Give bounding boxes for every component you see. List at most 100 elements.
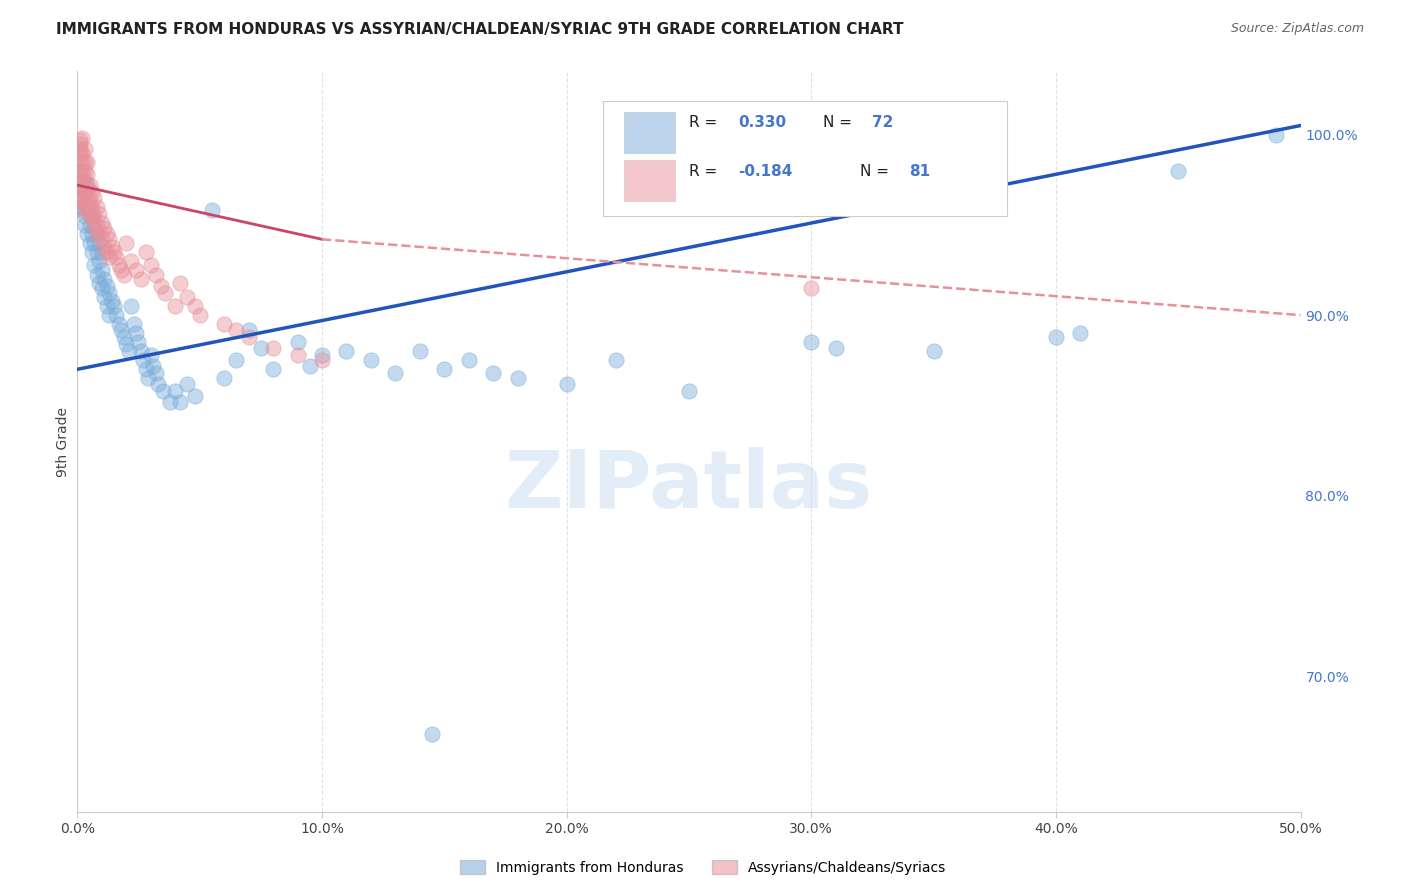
Point: [678, 384, 700, 398]
FancyBboxPatch shape: [624, 161, 675, 201]
Point: [176, 290, 198, 304]
Point: [89, 207, 111, 221]
Point: [80, 227, 103, 241]
Point: [335, 344, 357, 359]
Point: [76, 178, 98, 193]
Point: [79, 200, 101, 214]
Point: [139, 348, 162, 362]
Point: [112, 268, 135, 283]
Point: [127, 335, 149, 350]
Point: [76, 203, 98, 218]
Point: [69, 145, 91, 160]
Point: [100, 293, 122, 308]
Point: [96, 227, 118, 241]
Point: [238, 322, 260, 336]
Point: [76, 200, 98, 214]
Point: [165, 384, 187, 398]
Point: [146, 376, 169, 391]
Point: [70, 203, 93, 218]
Point: [129, 344, 152, 359]
Point: [142, 359, 165, 373]
Point: [188, 308, 211, 322]
Point: [110, 263, 132, 277]
Point: [79, 203, 101, 218]
Point: [169, 394, 191, 409]
Point: [250, 341, 273, 355]
Point: [70, 182, 93, 196]
Point: [80, 186, 103, 200]
Text: ZIPatlas: ZIPatlas: [505, 447, 873, 525]
Point: [76, 191, 98, 205]
Point: [120, 254, 142, 268]
Point: [76, 154, 98, 169]
Point: [73, 196, 96, 211]
Point: [73, 186, 96, 200]
Point: [105, 308, 128, 322]
Point: [79, 235, 101, 250]
Point: [73, 172, 96, 186]
Point: [83, 209, 105, 223]
Point: [108, 258, 131, 272]
Point: [79, 218, 101, 232]
Point: [89, 225, 111, 239]
Point: [262, 341, 284, 355]
Point: [506, 371, 529, 385]
Point: [298, 359, 321, 373]
Point: [110, 322, 132, 336]
Point: [69, 136, 91, 151]
Point: [149, 279, 172, 293]
Point: [605, 353, 627, 368]
Point: [155, 286, 177, 301]
Point: [79, 191, 101, 205]
Point: [262, 362, 284, 376]
Point: [69, 154, 91, 169]
Point: [103, 244, 125, 259]
Point: [98, 308, 121, 322]
Point: [132, 353, 155, 368]
Text: R =: R =: [689, 164, 723, 179]
Point: [139, 258, 162, 272]
Point: [93, 272, 115, 286]
Point: [69, 191, 91, 205]
Point: [98, 251, 121, 265]
Point: [360, 353, 382, 368]
Point: [212, 317, 235, 331]
Point: [800, 281, 823, 295]
Point: [98, 286, 121, 301]
Point: [93, 290, 115, 304]
Point: [76, 227, 98, 241]
Point: [287, 348, 309, 362]
Point: [135, 244, 157, 259]
Point: [409, 344, 432, 359]
Point: [70, 154, 93, 169]
Point: [311, 348, 333, 362]
Point: [184, 389, 207, 403]
Point: [86, 244, 108, 259]
Point: [129, 272, 152, 286]
Point: [83, 235, 105, 250]
Point: [76, 182, 98, 196]
Point: [93, 221, 115, 235]
Point: [70, 191, 93, 205]
FancyBboxPatch shape: [624, 112, 675, 153]
Point: [420, 727, 443, 741]
Point: [69, 182, 91, 196]
Point: [145, 268, 167, 283]
Point: [433, 362, 456, 376]
Point: [96, 244, 118, 259]
Text: R =: R =: [689, 115, 723, 130]
Point: [98, 232, 121, 246]
Point: [70, 172, 93, 186]
Point: [225, 322, 247, 336]
Point: [1045, 330, 1067, 344]
Point: [165, 299, 187, 313]
Legend: Immigrants from Honduras, Assyrians/Chaldeans/Syriacs: Immigrants from Honduras, Assyrians/Chal…: [454, 855, 952, 880]
Point: [86, 200, 108, 214]
Point: [1265, 128, 1288, 142]
Point: [70, 131, 93, 145]
Point: [96, 279, 118, 293]
Point: [169, 276, 191, 290]
Point: [457, 353, 479, 368]
Point: [83, 191, 105, 205]
Text: -0.184: -0.184: [738, 164, 792, 179]
